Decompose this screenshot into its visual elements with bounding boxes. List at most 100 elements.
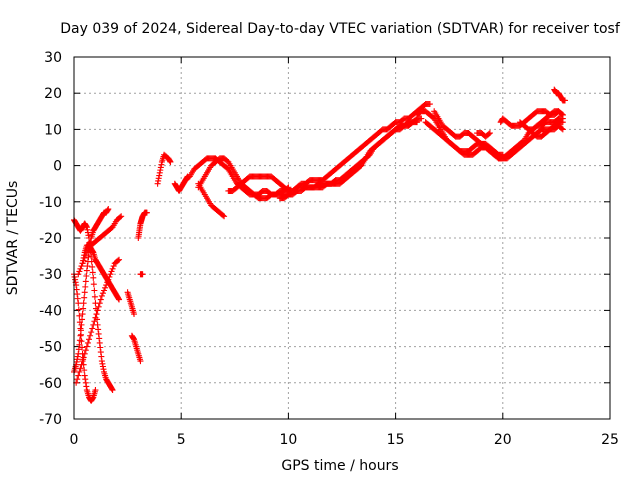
data-point	[118, 213, 125, 220]
data-point	[131, 311, 138, 318]
data-point	[93, 311, 100, 318]
data-point	[95, 303, 102, 310]
data-point	[80, 354, 87, 361]
data-point	[117, 214, 124, 221]
axis-ticks: 0 5 10 15 20 25 30 20 10 0 -10 -20 -30 -40 -50 -60 -70	[39, 50, 619, 448]
data-point	[82, 283, 89, 290]
data-point	[167, 158, 174, 165]
data-point	[78, 263, 85, 270]
data-point	[84, 339, 91, 346]
data-point	[499, 151, 506, 158]
data-point	[559, 111, 566, 118]
data-point	[116, 256, 123, 263]
data-point	[81, 294, 88, 301]
data-point	[114, 257, 121, 264]
data-point	[110, 263, 117, 270]
data-point	[89, 269, 96, 276]
data-point	[83, 343, 90, 350]
series-arc-g	[124, 289, 138, 318]
data-point	[426, 101, 433, 108]
series-arc-y	[529, 122, 566, 140]
data-point	[92, 387, 99, 394]
chart-title: Day 039 of 2024, Sidereal Day-to-day VTE…	[60, 21, 621, 37]
data-point	[77, 327, 84, 334]
y-tick-label: -30	[39, 267, 62, 283]
data-point	[558, 125, 565, 132]
series-arc-e	[73, 256, 123, 386]
data-point	[90, 274, 97, 281]
data-point	[139, 271, 146, 278]
data-point	[102, 284, 109, 291]
data-point	[79, 358, 86, 365]
plot-frame	[73, 56, 611, 420]
y-tick-label: 30	[44, 50, 62, 66]
data-point	[78, 361, 85, 368]
data-point	[418, 115, 425, 122]
series-arc-j	[135, 209, 150, 241]
data-point	[89, 325, 96, 332]
data-point	[81, 289, 88, 296]
data-point	[97, 296, 104, 303]
data-point	[486, 130, 493, 137]
data-point	[107, 271, 114, 278]
series-arc-i	[137, 271, 146, 278]
data-point	[558, 111, 565, 118]
data-point	[75, 306, 82, 313]
data-point	[89, 263, 96, 270]
series-arc-k	[154, 151, 174, 187]
y-axis-label: SDTVAR / TECUs	[5, 181, 21, 296]
data-point	[76, 368, 83, 375]
data-point	[101, 287, 108, 294]
data-point	[87, 332, 94, 339]
data-point	[79, 316, 86, 323]
data-point	[75, 271, 82, 278]
series-arc-u	[431, 108, 506, 158]
data-point	[86, 336, 93, 343]
y-tick-label: -40	[39, 303, 62, 319]
data-point	[105, 206, 112, 213]
y-tick-label: -60	[39, 376, 62, 392]
series-arc-t	[422, 119, 566, 162]
data-point	[414, 119, 421, 126]
x-tick-label: 20	[494, 432, 512, 448]
data-point	[78, 321, 85, 328]
data-point	[94, 307, 101, 314]
data-point	[81, 367, 88, 374]
data-point	[143, 209, 150, 216]
data-point	[98, 292, 105, 299]
data-point	[220, 212, 227, 219]
data-point	[221, 213, 228, 220]
series-arc-b	[71, 206, 112, 375]
data-point	[81, 350, 88, 357]
data-point	[88, 329, 95, 336]
series-arc-f	[79, 242, 123, 303]
data-point	[108, 268, 115, 275]
y-tick-label: -20	[39, 231, 62, 247]
data-point	[77, 332, 84, 339]
y-tick-label: -70	[39, 412, 62, 428]
data-point	[116, 296, 123, 303]
x-tick-label: 0	[70, 432, 79, 448]
y-tick-label: 20	[44, 86, 62, 102]
y-tick-label: -50	[39, 340, 62, 356]
data-point	[82, 278, 89, 285]
y-tick-label: 10	[44, 122, 62, 138]
data-point	[74, 376, 81, 383]
data-point	[83, 273, 90, 280]
data-point	[91, 293, 98, 300]
data-point	[75, 372, 82, 379]
series-arc-x	[516, 108, 566, 133]
data-point	[109, 265, 116, 272]
x-tick-label: 10	[279, 432, 297, 448]
data-point	[485, 130, 492, 137]
data-point	[77, 265, 84, 272]
data-point	[80, 300, 87, 307]
data-point	[92, 314, 99, 321]
data-point	[561, 97, 568, 104]
data-point	[91, 318, 98, 325]
data-point	[559, 119, 566, 126]
x-tick-label: 15	[387, 432, 405, 448]
x-axis-label: GPS time / hours	[281, 458, 398, 474]
y-tick-label: 0	[53, 159, 62, 175]
data-point	[79, 311, 86, 318]
